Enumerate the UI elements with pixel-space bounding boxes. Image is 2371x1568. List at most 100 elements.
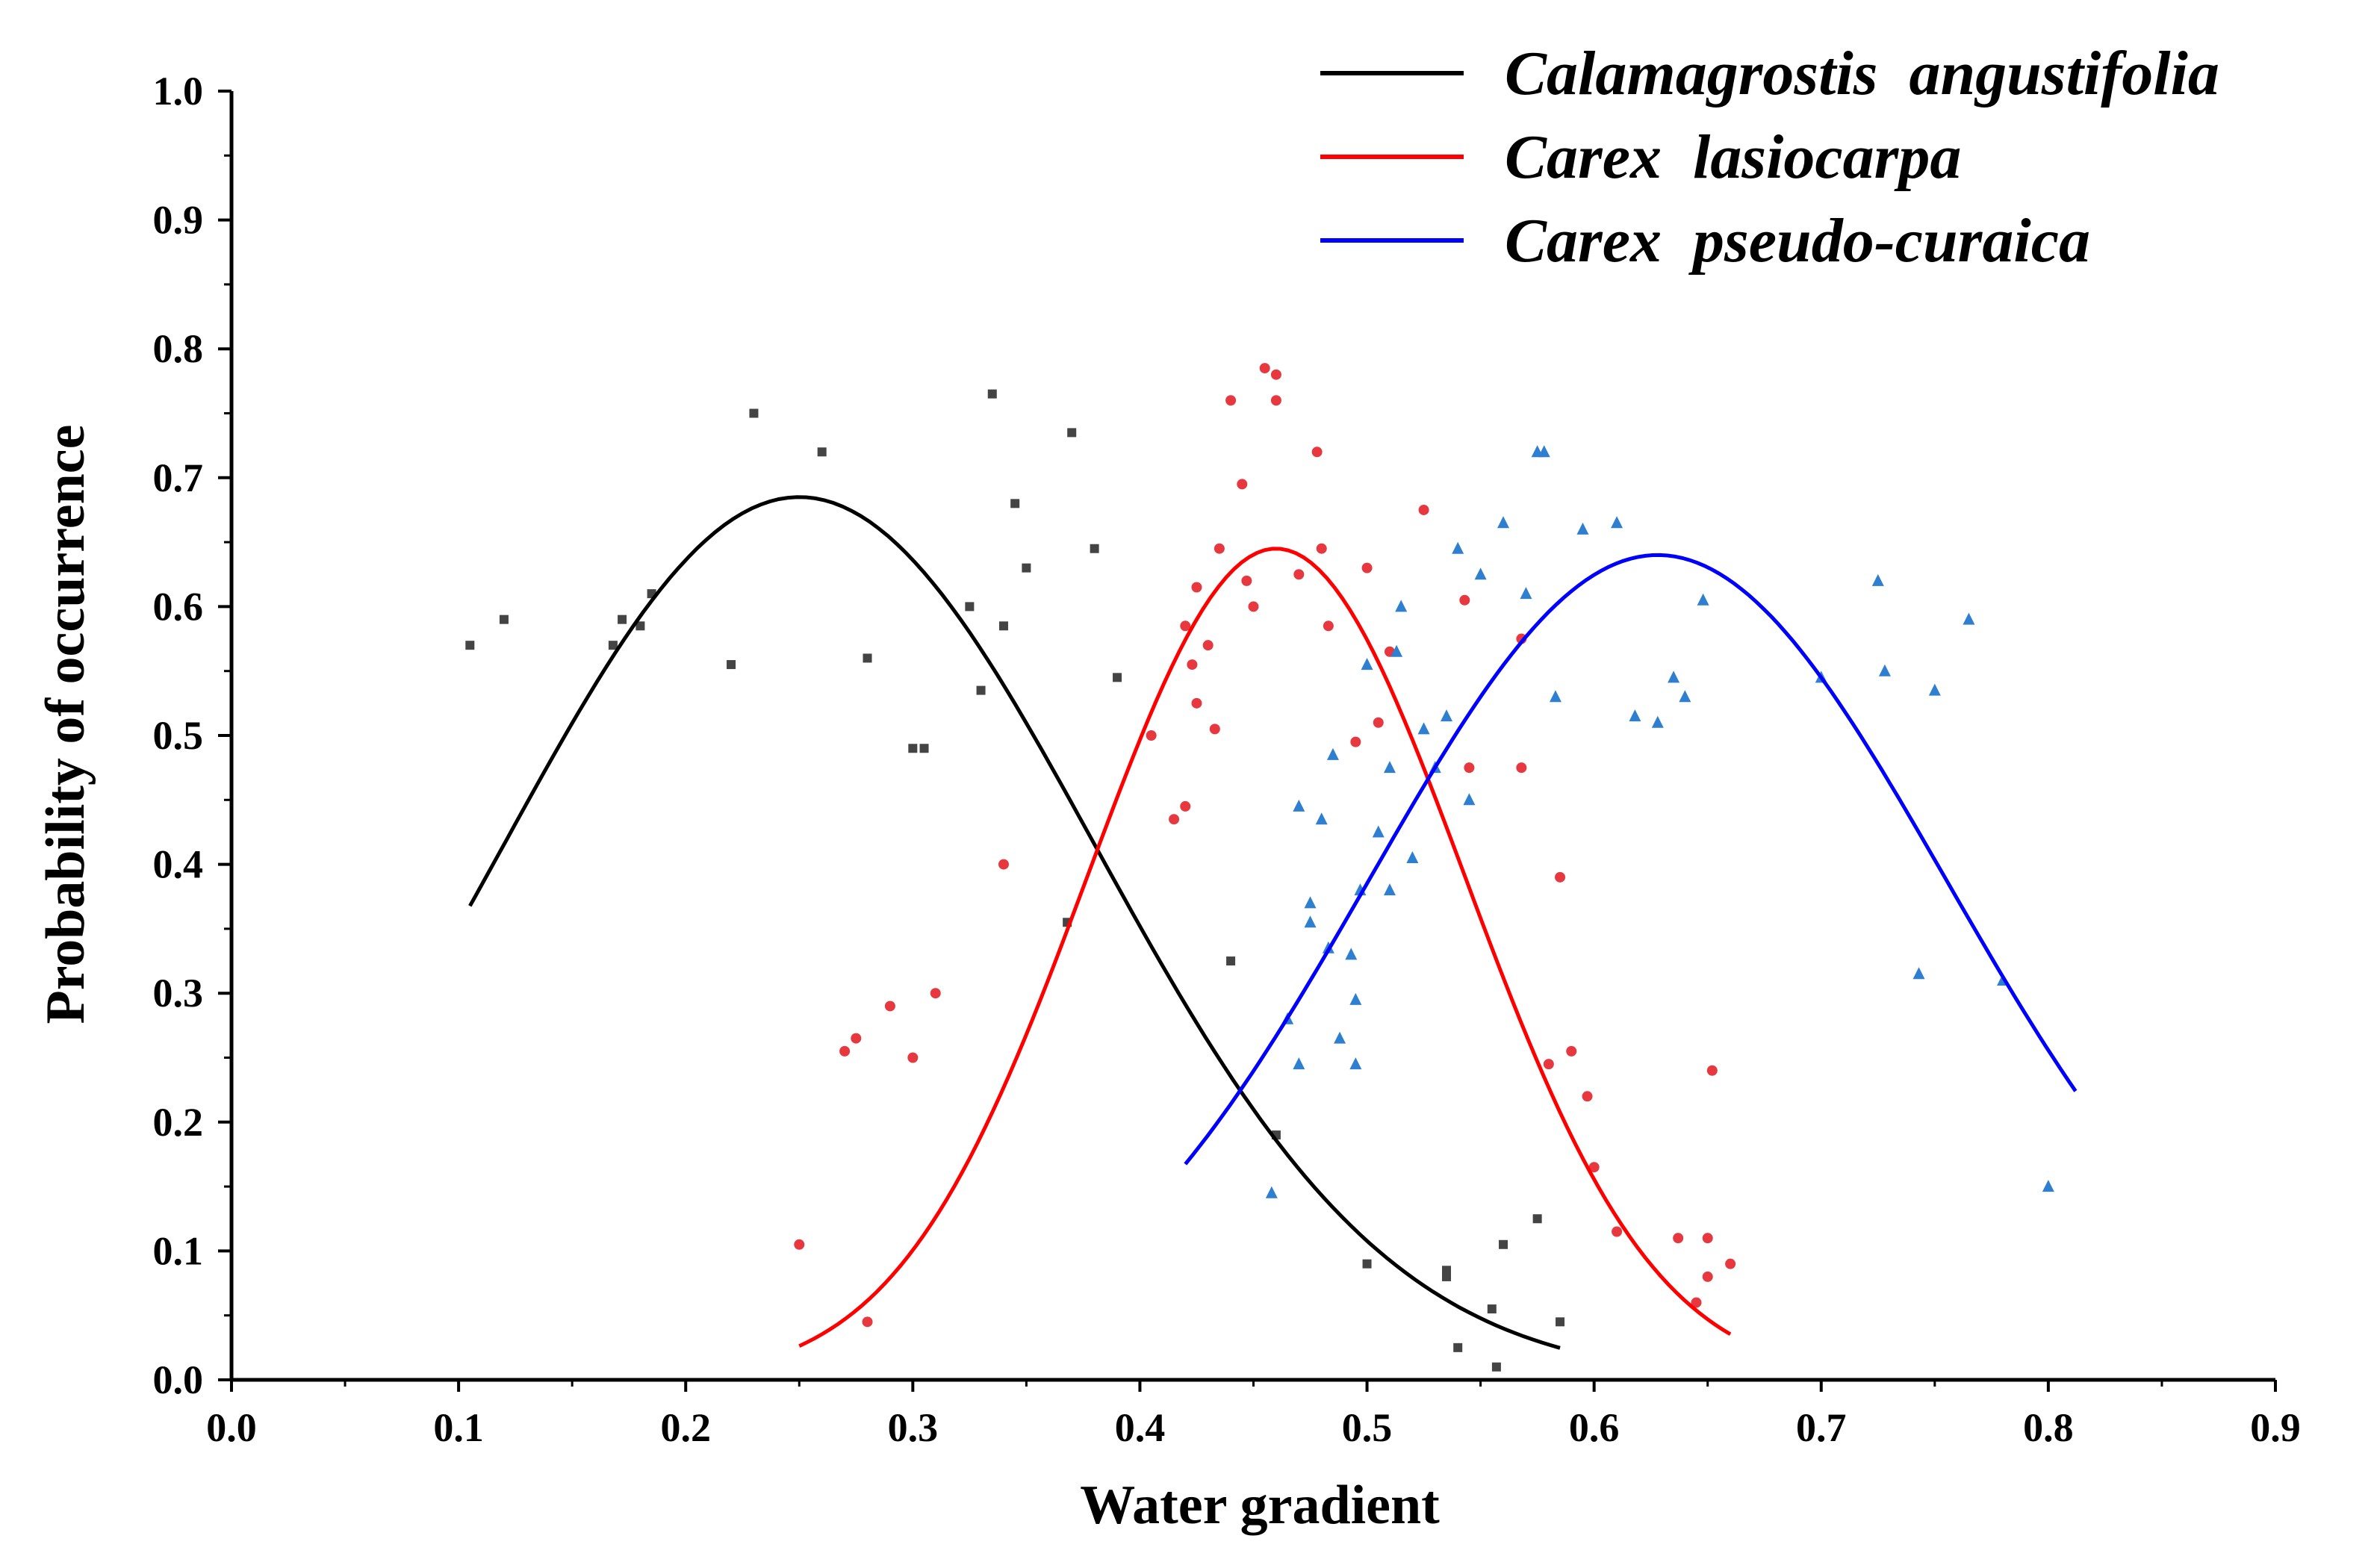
data-point [1304, 896, 1317, 909]
data-point [839, 1045, 851, 1057]
y-axis-title: Probability of occurrence [35, 425, 96, 1024]
x-tick-label: 0.7 [1796, 1405, 1847, 1450]
data-point [1543, 1059, 1554, 1070]
curves-layer [468, 495, 2078, 1350]
y-tick-label: 0.6 [153, 584, 204, 629]
data-point [1538, 445, 1550, 458]
data-point [1180, 800, 1191, 812]
data-point [1474, 567, 1487, 580]
data-point [1418, 504, 1429, 515]
data-point [1497, 516, 1510, 529]
legend-item-1: Calamagrostis angustifolia [1320, 39, 2219, 108]
data-point [1928, 683, 1941, 696]
data-point [1576, 522, 1589, 535]
data-point [1248, 601, 1259, 612]
data-point [1326, 747, 1339, 760]
data-point [1566, 1045, 1577, 1057]
data-point [749, 408, 759, 418]
data-point [1516, 762, 1527, 774]
data-point [1440, 709, 1452, 722]
x-tick-label: 0.5 [1342, 1405, 1393, 1450]
data-point [794, 1239, 805, 1250]
data-point [1406, 850, 1419, 863]
data-point [1265, 1186, 1278, 1198]
series-curve-1 [468, 495, 1561, 1350]
data-point [1417, 722, 1430, 735]
data-point [1491, 1362, 1501, 1372]
y-tick-label: 0.5 [153, 713, 204, 758]
data-point [608, 641, 618, 650]
data-point [465, 641, 475, 650]
data-point [1334, 1031, 1346, 1044]
data-point [1225, 395, 1237, 406]
y-tick-label: 0.2 [153, 1100, 204, 1145]
data-point [1022, 563, 1031, 573]
data-point [1361, 562, 1373, 573]
data-point [1345, 948, 1358, 960]
legend: Calamagrostis angustifolia Carex lasiocar… [1320, 39, 2219, 276]
data-point [1241, 575, 1252, 586]
x-tick-label: 0.8 [2023, 1405, 2074, 1450]
x-tick-label: 0.3 [888, 1405, 939, 1450]
data-point [1315, 812, 1328, 825]
data-point [1697, 593, 1709, 606]
legend-item-2: Carex lasiocarpa [1320, 122, 1961, 192]
data-point [1090, 544, 1099, 553]
data-point [1441, 1272, 1451, 1281]
data-point [1372, 825, 1385, 838]
data-point [1209, 724, 1220, 735]
data-point [1549, 690, 1561, 703]
data-point [727, 660, 736, 670]
data-point [636, 621, 645, 631]
y-tick-label: 0.3 [153, 971, 204, 1015]
data-point [1373, 717, 1384, 728]
data-point [1453, 1343, 1463, 1352]
y-tick-label: 1.0 [153, 69, 204, 113]
data-point [1067, 428, 1077, 438]
data-point [1270, 369, 1281, 380]
data-point [1237, 479, 1248, 490]
data-point [930, 988, 941, 999]
data-point [1912, 967, 1925, 980]
series-curve-3 [1184, 553, 2078, 1166]
data-point [1191, 697, 1202, 709]
data-point [1487, 1304, 1497, 1314]
data-point [1611, 516, 1623, 529]
data-point [1963, 612, 1975, 625]
data-point [1520, 587, 1532, 600]
data-point [1702, 1271, 1713, 1282]
data-point [1390, 644, 1403, 657]
data-point [1169, 814, 1180, 825]
x-tick-label: 0.0 [206, 1405, 257, 1450]
legend-item-3: Carex pseudo-curaica [1320, 206, 2090, 276]
data-point [1383, 883, 1396, 896]
y-tick-label: 0.7 [153, 455, 204, 500]
data-point [1293, 799, 1305, 812]
series-curve-2 [798, 547, 1732, 1348]
data-point [1226, 956, 1236, 966]
y-tick-label: 0.4 [153, 842, 204, 887]
data-point [987, 389, 997, 399]
data-point [1113, 673, 1122, 682]
data-point [907, 1052, 919, 1063]
y-tick-label: 0.1 [153, 1228, 204, 1273]
data-point [1878, 664, 1891, 676]
data-point [1582, 1091, 1593, 1102]
x-tick-label: 0.2 [660, 1405, 711, 1450]
x-tick-label: 0.6 [1569, 1405, 1620, 1450]
data-point [817, 447, 827, 457]
data-point [1214, 543, 1225, 554]
data-point [998, 859, 1009, 870]
data-point [1383, 761, 1396, 774]
legend-label: Calamagrostis angustifolia [1505, 39, 2219, 108]
data-point [1316, 543, 1327, 554]
data-point [1350, 736, 1361, 747]
data-point [851, 1033, 862, 1044]
x-tick-label: 0.9 [2250, 1405, 2301, 1450]
data-point [1293, 569, 1305, 580]
data-point [618, 615, 627, 624]
data-point [1871, 573, 1884, 586]
data-point [1361, 658, 1373, 671]
